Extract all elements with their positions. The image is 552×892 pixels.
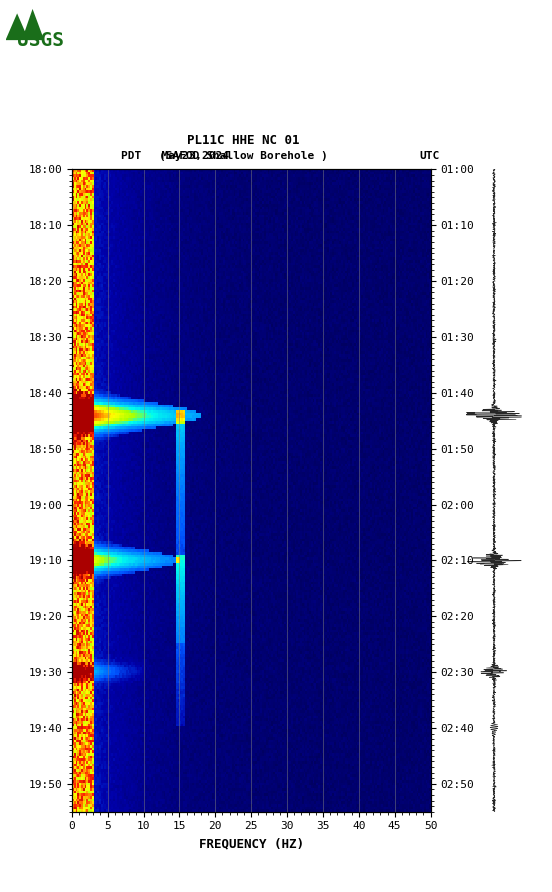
X-axis label: FREQUENCY (HZ): FREQUENCY (HZ): [199, 837, 304, 850]
Text: PDT   May23,2024: PDT May23,2024: [121, 151, 230, 161]
Text: (SAFOD Shallow Borehole ): (SAFOD Shallow Borehole ): [158, 151, 327, 161]
Text: PL11C HHE NC 01: PL11C HHE NC 01: [187, 134, 299, 147]
Polygon shape: [6, 9, 44, 40]
Text: USGS: USGS: [17, 31, 63, 50]
Text: UTC: UTC: [420, 151, 440, 161]
